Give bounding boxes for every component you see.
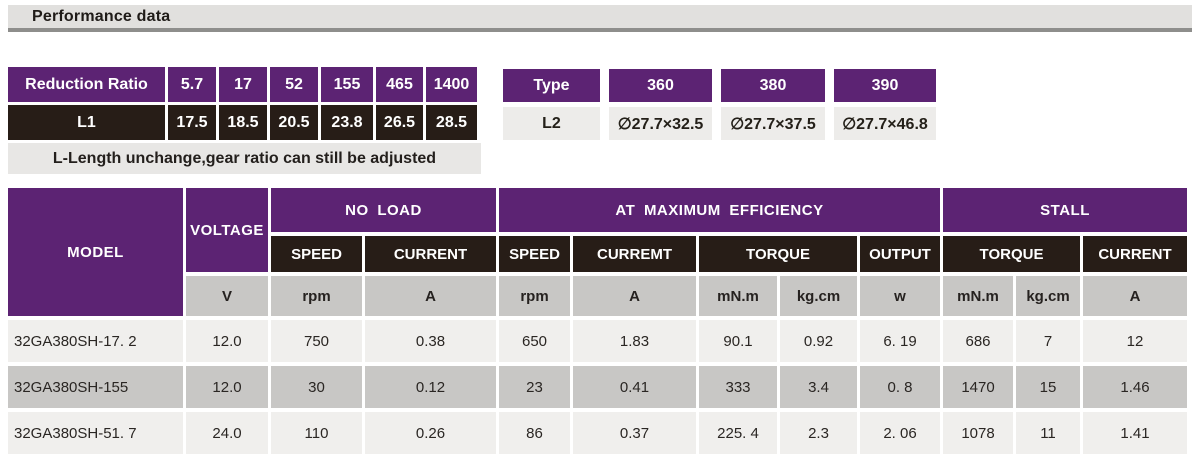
l1-value: 28.5	[426, 105, 477, 140]
l2-dimension: ∅27.7×32.5	[609, 107, 712, 140]
stall-torque-kgcm-value: 11	[1016, 412, 1080, 454]
no-load-speed-value: 750	[271, 320, 362, 362]
unit-mnm: mN.m	[943, 276, 1013, 316]
type-value: 360	[609, 69, 712, 102]
max-eff-torque-mnm-value: 333	[699, 366, 777, 408]
type-value: 390	[834, 69, 936, 102]
no-load-current-value: 0.12	[365, 366, 496, 408]
l1-row: L1 17.5 18.5 20.5 23.8 26.5 28.5	[8, 105, 477, 140]
max-eff-speed-value: 86	[499, 412, 570, 454]
stall-torque-kgcm-value: 7	[1016, 320, 1080, 362]
unit-volt: V	[186, 276, 268, 316]
voltage-value: 24.0	[186, 412, 268, 454]
no-load-current-value: 0.26	[365, 412, 496, 454]
stall-torque-kgcm-value: 15	[1016, 366, 1080, 408]
section-title-bar: Performance data	[8, 5, 1192, 32]
table-row: 32GA380SH-51. 7 24.0 110 0.26 86 0.37 22…	[8, 412, 1187, 454]
unit-row: V rpm A rpm A mN.m kg.cm w mN.m kg.cm A	[8, 276, 1187, 316]
table-row: 32GA380SH-155 12.0 30 0.12 23 0.41 333 3…	[8, 366, 1187, 408]
stall-current-value: 12	[1083, 320, 1187, 362]
reduction-ratio-table: Reduction Ratio 5.7 17 52 155 465 1400 L…	[5, 64, 480, 143]
stall-torque-mnm-value: 1078	[943, 412, 1013, 454]
ratio-value: 52	[270, 67, 318, 102]
unit-mnm: mN.m	[699, 276, 777, 316]
ratio-value: 155	[321, 67, 373, 102]
unit-amp: A	[573, 276, 696, 316]
l2-row: L2 ∅27.7×32.5 ∅27.7×37.5 ∅27.7×46.8	[503, 107, 936, 140]
l2-dimension: ∅27.7×46.8	[834, 107, 936, 140]
l1-value: 17.5	[168, 105, 216, 140]
unit-amp: A	[1083, 276, 1187, 316]
output-header: OUTPUT	[860, 236, 940, 272]
output-value: 0. 8	[860, 366, 940, 408]
max-eff-torque-mnm-value: 225. 4	[699, 412, 777, 454]
table-row: 32GA380SH-17. 2 12.0 750 0.38 650 1.83 9…	[8, 320, 1187, 362]
reduction-ratio-header-row: Reduction Ratio 5.7 17 52 155 465 1400	[8, 67, 477, 102]
l2-dimension: ∅27.7×37.5	[721, 107, 825, 140]
type-value: 380	[721, 69, 825, 102]
type-label: Type	[503, 69, 600, 102]
output-value: 6. 19	[860, 320, 940, 362]
voltage-value: 12.0	[186, 366, 268, 408]
max-eff-speed-header: SPEED	[499, 236, 570, 272]
voltage-header: VOLTAGE	[186, 188, 268, 272]
l2-label: L2	[503, 107, 600, 140]
l1-value: 20.5	[270, 105, 318, 140]
no-load-current-value: 0.38	[365, 320, 496, 362]
ratio-value: 17	[219, 67, 267, 102]
model-header: MODEL	[8, 188, 183, 316]
l1-value: 26.5	[376, 105, 423, 140]
unit-kgcm: kg.cm	[1016, 276, 1080, 316]
no-load-speed-value: 30	[271, 366, 362, 408]
stall-torque-mnm-value: 1470	[943, 366, 1013, 408]
output-value: 2. 06	[860, 412, 940, 454]
unit-amp: A	[365, 276, 496, 316]
stall-header: STALL	[943, 188, 1187, 232]
ratio-value: 1400	[426, 67, 477, 102]
model-name: 32GA380SH-17. 2	[8, 320, 183, 362]
performance-table: MODEL VOLTAGE NO LOAD AT MAXIMUM EFFICIE…	[5, 184, 1190, 454]
max-eff-speed-value: 650	[499, 320, 570, 362]
max-eff-torque-kgcm-value: 3.4	[780, 366, 857, 408]
model-name: 32GA380SH-155	[8, 366, 183, 408]
max-eff-speed-value: 23	[499, 366, 570, 408]
l1-value: 23.8	[321, 105, 373, 140]
type-table: Type 360 380 390 L2 ∅27.7×32.5 ∅27.7×37.…	[494, 64, 945, 145]
voltage-value: 12.0	[186, 320, 268, 362]
unit-rpm: rpm	[499, 276, 570, 316]
max-eff-torque-kgcm-value: 0.92	[780, 320, 857, 362]
max-eff-current-header: CURREMT	[573, 236, 696, 272]
no-load-speed-value: 110	[271, 412, 362, 454]
stall-current-value: 1.41	[1083, 412, 1187, 454]
max-efficiency-header: AT MAXIMUM EFFICIENCY	[499, 188, 940, 232]
no-load-current-header: CURRENT	[365, 236, 496, 272]
page-title: Performance data	[32, 7, 171, 25]
type-header-row: Type 360 380 390	[503, 69, 936, 102]
stall-torque-header: TORQUE	[943, 236, 1080, 272]
l1-label: L1	[8, 105, 165, 140]
unit-watt: w	[860, 276, 940, 316]
no-load-speed-header: SPEED	[271, 236, 362, 272]
stall-torque-mnm-value: 686	[943, 320, 1013, 362]
stall-current-value: 1.46	[1083, 366, 1187, 408]
max-eff-current-value: 1.83	[573, 320, 696, 362]
unit-rpm: rpm	[271, 276, 362, 316]
ratio-value: 465	[376, 67, 423, 102]
max-eff-torque-mnm-value: 90.1	[699, 320, 777, 362]
reduction-ratio-label: Reduction Ratio	[8, 67, 165, 102]
max-eff-torque-header: TORQUE	[699, 236, 857, 272]
max-eff-torque-kgcm-value: 2.3	[780, 412, 857, 454]
sub-header-row: SPEED CURRENT SPEED CURREMT TORQUE OUTPU…	[8, 236, 1187, 272]
l1-value: 18.5	[219, 105, 267, 140]
length-note: L-Length unchange,gear ratio can still b…	[8, 143, 481, 174]
unit-kgcm: kg.cm	[780, 276, 857, 316]
stall-current-header: CURRENT	[1083, 236, 1187, 272]
ratio-value: 5.7	[168, 67, 216, 102]
model-name: 32GA380SH-51. 7	[8, 412, 183, 454]
max-eff-current-value: 0.37	[573, 412, 696, 454]
no-load-header: NO LOAD	[271, 188, 496, 232]
max-eff-current-value: 0.41	[573, 366, 696, 408]
group-header-row: MODEL VOLTAGE NO LOAD AT MAXIMUM EFFICIE…	[8, 188, 1187, 316]
